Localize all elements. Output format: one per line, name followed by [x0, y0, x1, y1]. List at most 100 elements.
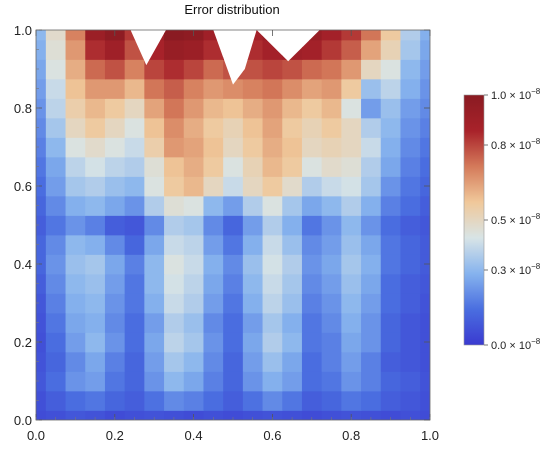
- heatmap-cell: [45, 371, 67, 392]
- heatmap-cell: [36, 30, 47, 41]
- heatmap-cell: [203, 390, 224, 411]
- heatmap-cell: [223, 312, 244, 333]
- heatmap-cell: [124, 156, 145, 177]
- heatmap-cell: [45, 137, 67, 158]
- heatmap-cell: [262, 78, 283, 99]
- heatmap-cell: [203, 351, 224, 372]
- heatmap-cell: [262, 137, 283, 158]
- heatmap-cell: [262, 254, 283, 275]
- heatmap-cell: [104, 59, 126, 80]
- heatmap-cell: [321, 293, 342, 314]
- heatmap-cell: [144, 195, 165, 216]
- colorbar-tick-exponent: −8: [531, 262, 541, 271]
- heatmap-cell: [341, 273, 362, 294]
- heatmap-cell: [420, 215, 430, 236]
- heatmap-cell: [420, 39, 430, 60]
- heatmap-cell: [124, 30, 145, 41]
- heatmap-cell: [400, 39, 421, 60]
- heatmap-cell: [301, 78, 323, 99]
- heatmap-cell: [262, 98, 283, 119]
- heatmap-cell: [242, 293, 264, 314]
- heatmap-cell: [104, 39, 126, 60]
- heatmap-cell: [242, 176, 264, 197]
- heatmap-cell: [242, 332, 264, 353]
- heatmap-cell: [282, 351, 303, 372]
- heatmap-cell: [65, 273, 86, 294]
- heatmap-cell: [301, 351, 323, 372]
- chart-title: Error distribution: [184, 2, 279, 17]
- heatmap-cell: [65, 30, 86, 41]
- heatmap-cell: [104, 156, 126, 177]
- heatmap-cell: [183, 137, 205, 158]
- heatmap-cell: [203, 98, 224, 119]
- heatmap-cell: [341, 351, 362, 372]
- heatmap-cell: [85, 30, 106, 41]
- heatmap-cell: [341, 293, 362, 314]
- heatmap-cell: [36, 137, 47, 158]
- heatmap-cell: [164, 410, 185, 420]
- heatmap-cell: [164, 312, 185, 333]
- heatmap-cell: [104, 195, 126, 216]
- heatmap-cell: [242, 78, 264, 99]
- x-tick-label: 0.6: [263, 428, 281, 443]
- heatmap-cell: [380, 254, 402, 275]
- heatmap-cell: [203, 254, 224, 275]
- heatmap-cell: [104, 98, 126, 119]
- heatmap-cell: [400, 195, 421, 216]
- heatmap-cell: [164, 215, 185, 236]
- colorbar: 0.0 × 10−8 0.3 × 10−8 0.5 × 10−8 0.8 × 10−8…: [463, 87, 541, 352]
- heatmap-cell: [183, 273, 205, 294]
- heatmap-cell: [45, 293, 67, 314]
- heatmap-cell: [400, 215, 421, 236]
- heatmap-cell: [380, 39, 402, 60]
- heatmap-cell: [400, 156, 421, 177]
- heatmap-cell: [282, 176, 303, 197]
- heatmap-cell: [361, 137, 382, 158]
- heatmap-cell: [85, 156, 106, 177]
- heatmap-cell: [262, 39, 283, 60]
- heatmap-cell: [341, 215, 362, 236]
- heatmap-cell: [36, 78, 47, 99]
- heatmap-cell: [262, 351, 283, 372]
- heatmap-cell: [164, 254, 185, 275]
- heatmap-cell: [223, 390, 244, 411]
- heatmap-cell: [65, 98, 86, 119]
- heatmap-cell: [223, 351, 244, 372]
- heatmap-cell: [104, 137, 126, 158]
- heatmap-cell: [242, 195, 264, 216]
- heatmap-cell: [321, 215, 342, 236]
- heatmap-cell: [36, 117, 47, 138]
- heatmap-cell: [282, 78, 303, 99]
- heatmap-cell: [361, 59, 382, 80]
- heatmap-cell: [164, 371, 185, 392]
- heatmap-cell: [45, 176, 67, 197]
- heatmap-cell: [45, 59, 67, 80]
- heatmap-cell: [104, 234, 126, 255]
- heatmap-cell: [242, 156, 264, 177]
- heatmap-cell: [203, 312, 224, 333]
- heatmap-cell: [420, 195, 430, 216]
- heatmap-cell: [203, 410, 224, 420]
- heatmap-cell: [85, 371, 106, 392]
- heatmap-cell: [262, 293, 283, 314]
- heatmap-cell: [242, 137, 264, 158]
- heatmap-cell: [65, 410, 86, 420]
- heatmap-cell: [144, 234, 165, 255]
- heatmap-cell: [242, 98, 264, 119]
- heatmap-cell: [321, 273, 342, 294]
- heatmap-cell: [183, 195, 205, 216]
- heatmap-cell: [36, 234, 47, 255]
- heatmap-cell: [242, 254, 264, 275]
- x-tick-label: 0.0: [27, 428, 45, 443]
- heatmap-cell: [262, 273, 283, 294]
- heatmap-cell: [104, 117, 126, 138]
- heatmap-cell: [400, 293, 421, 314]
- heatmap-cell: [183, 293, 205, 314]
- heatmap-cell: [164, 59, 185, 80]
- heatmap-cell: [104, 332, 126, 353]
- heatmap-cell: [203, 39, 224, 60]
- x-tick-label: 1.0: [421, 428, 439, 443]
- heatmap-cell: [301, 39, 323, 60]
- heatmap-cell: [341, 332, 362, 353]
- heatmap-cell: [104, 78, 126, 99]
